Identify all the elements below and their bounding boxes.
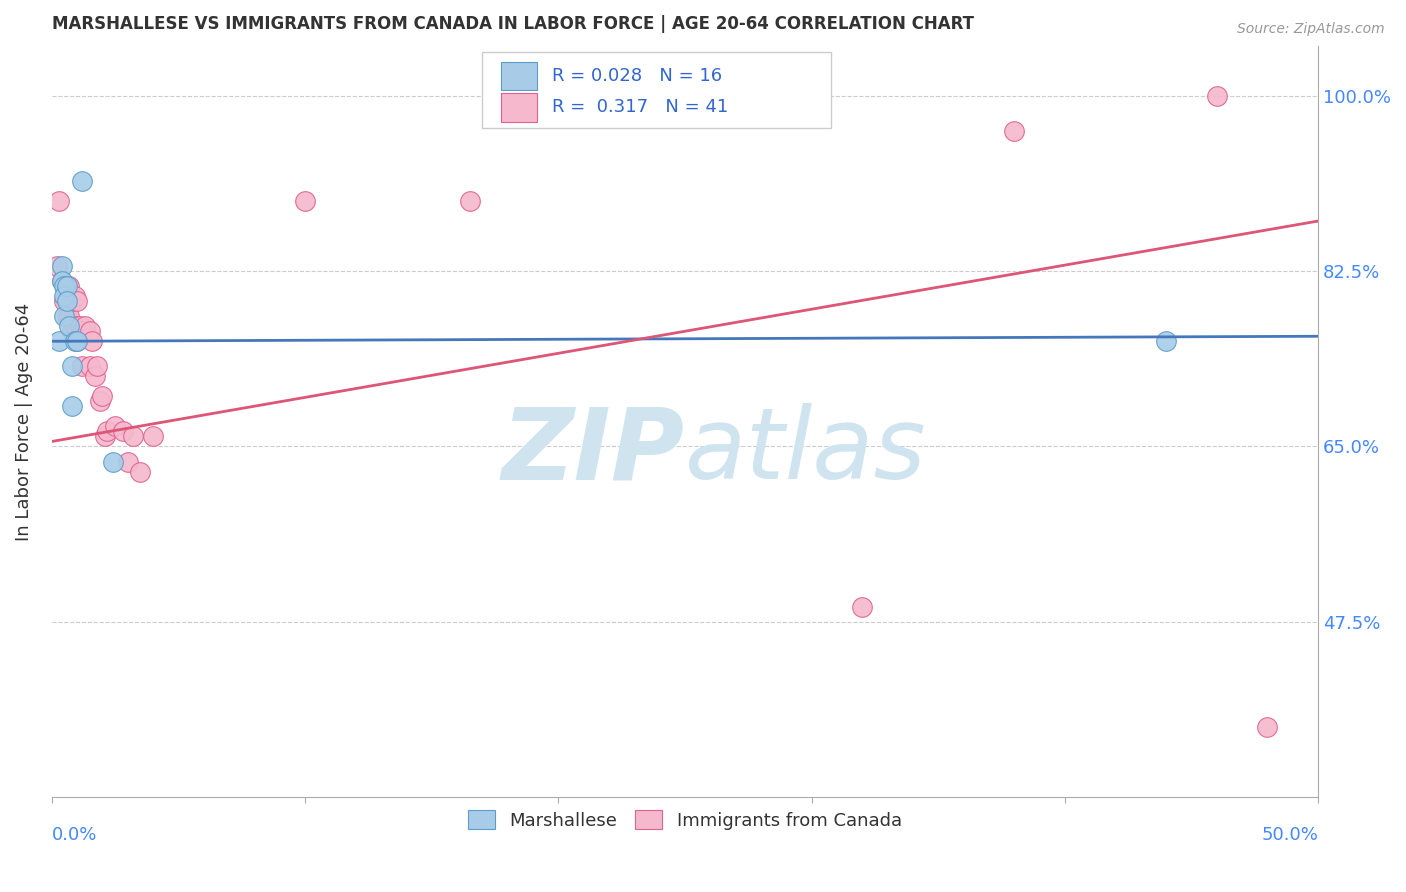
FancyBboxPatch shape xyxy=(502,62,537,90)
Point xyxy=(66,334,89,349)
Point xyxy=(86,359,108,374)
Y-axis label: In Labor Force | Age 20-64: In Labor Force | Age 20-64 xyxy=(15,302,32,541)
Text: 50.0%: 50.0% xyxy=(1261,826,1319,844)
Text: R =  0.317   N = 41: R = 0.317 N = 41 xyxy=(553,98,728,116)
Point xyxy=(104,419,127,434)
Point xyxy=(63,334,86,349)
Point xyxy=(66,294,89,309)
Point xyxy=(60,324,83,338)
Point xyxy=(58,310,80,324)
Text: atlas: atlas xyxy=(685,403,927,500)
FancyBboxPatch shape xyxy=(482,52,831,128)
Point xyxy=(51,274,73,288)
Point xyxy=(53,289,76,303)
Point xyxy=(89,394,111,409)
Point xyxy=(60,400,83,414)
Point xyxy=(851,599,873,614)
Text: 0.0%: 0.0% xyxy=(52,826,97,844)
Point xyxy=(51,274,73,288)
Point xyxy=(56,279,79,293)
Point xyxy=(60,359,83,374)
Point xyxy=(83,369,105,384)
Point xyxy=(79,359,101,374)
Legend: Marshallese, Immigrants from Canada: Marshallese, Immigrants from Canada xyxy=(461,804,910,837)
Point xyxy=(56,279,79,293)
Point xyxy=(70,324,93,338)
Point xyxy=(51,259,73,273)
Text: MARSHALLESE VS IMMIGRANTS FROM CANADA IN LABOR FORCE | AGE 20-64 CORRELATION CHA: MARSHALLESE VS IMMIGRANTS FROM CANADA IN… xyxy=(52,15,974,33)
Point xyxy=(63,289,86,303)
FancyBboxPatch shape xyxy=(502,93,537,121)
Point xyxy=(458,194,481,208)
Point xyxy=(101,454,124,468)
Point xyxy=(53,279,76,293)
Point xyxy=(58,319,80,334)
Point xyxy=(79,324,101,338)
Point xyxy=(53,294,76,309)
Point xyxy=(73,319,96,334)
Point xyxy=(63,319,86,334)
Text: Source: ZipAtlas.com: Source: ZipAtlas.com xyxy=(1237,22,1385,37)
Point xyxy=(294,194,316,208)
Point xyxy=(142,429,165,443)
Point xyxy=(70,174,93,188)
Text: R = 0.028   N = 16: R = 0.028 N = 16 xyxy=(553,67,723,85)
Point xyxy=(70,359,93,374)
Point xyxy=(1002,124,1025,138)
Point xyxy=(96,425,118,439)
Point xyxy=(1154,334,1177,349)
Point xyxy=(129,465,152,479)
Point xyxy=(60,294,83,309)
Text: ZIP: ZIP xyxy=(502,403,685,500)
Point xyxy=(69,319,91,334)
Point xyxy=(58,279,80,293)
Point xyxy=(56,294,79,309)
Point xyxy=(56,310,79,324)
Point xyxy=(53,310,76,324)
Point xyxy=(45,259,67,273)
Point xyxy=(48,334,70,349)
Point xyxy=(94,429,117,443)
Point xyxy=(66,334,89,349)
Point xyxy=(91,389,114,403)
Point xyxy=(1256,720,1278,734)
Point xyxy=(82,334,104,349)
Point xyxy=(111,425,134,439)
Point xyxy=(48,194,70,208)
Point xyxy=(1205,88,1227,103)
Point xyxy=(121,429,143,443)
Point xyxy=(117,454,139,468)
